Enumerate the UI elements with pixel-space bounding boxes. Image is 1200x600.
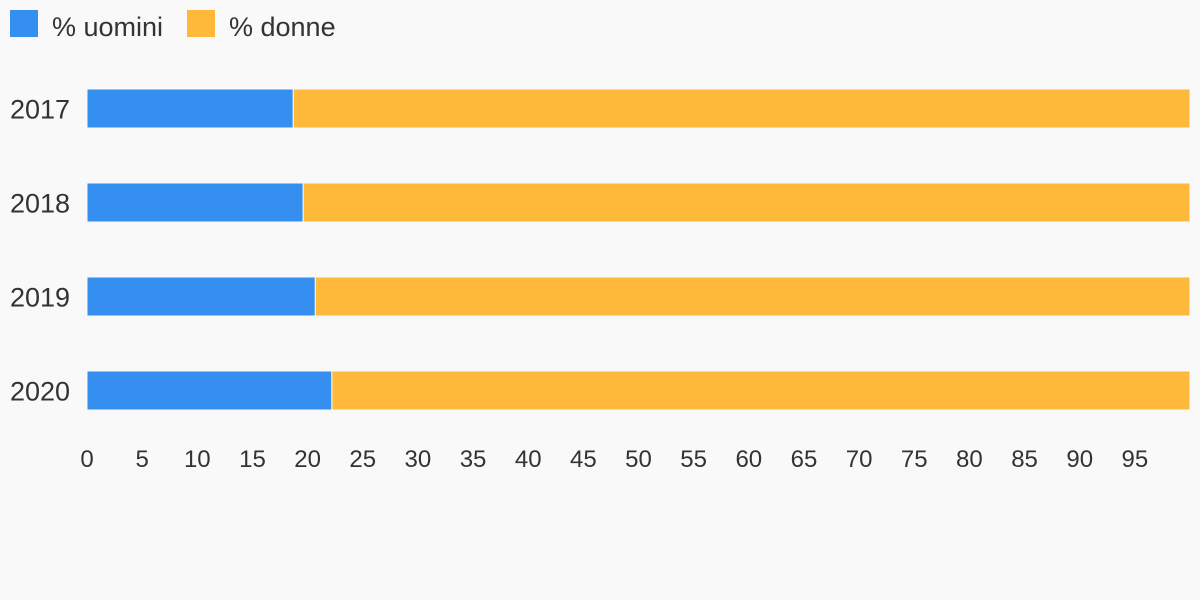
x-tick-label-60: 60 (735, 446, 762, 473)
bars (86, 88, 1191, 411)
x-tick-label-55: 55 (680, 446, 707, 473)
category-labels: 2017 2018 2019 2020 (10, 95, 70, 407)
x-tick-label-70: 70 (846, 446, 873, 473)
bar-uomini-2019 (86, 276, 316, 317)
x-tick-label-35: 35 (460, 446, 487, 473)
bar-donne-2018 (302, 182, 1191, 223)
legend-label-donne: % donne (229, 12, 336, 42)
x-tick-label-65: 65 (791, 446, 818, 473)
bar-donne-2017 (292, 88, 1191, 129)
x-tick-label-5: 5 (135, 446, 148, 473)
legend: % uomini % donne (10, 10, 336, 42)
bar-donne-2019 (314, 276, 1191, 317)
x-tick-label-50: 50 (625, 446, 652, 473)
category-label-2017: 2017 (10, 95, 70, 125)
bar-uomini-2017 (86, 88, 294, 129)
x-tick-label-10: 10 (184, 446, 211, 473)
x-tick-label-45: 45 (570, 446, 597, 473)
x-tick-label-90: 90 (1066, 446, 1093, 473)
x-axis: 0 5 10 15 20 25 30 35 40 45 50 55 60 65 70 75 80 85 90 95 (80, 446, 1148, 473)
x-tick-label-80: 80 (956, 446, 983, 473)
category-label-2019: 2019 (10, 283, 70, 313)
legend-swatch-uomini (10, 10, 38, 37)
category-label-2018: 2018 (10, 189, 70, 219)
x-tick-label-0: 0 (80, 446, 93, 473)
x-tick-label-75: 75 (901, 446, 928, 473)
legend-swatch-donne (187, 10, 215, 37)
x-tick-label-40: 40 (515, 446, 542, 473)
x-tick-label-85: 85 (1011, 446, 1038, 473)
x-tick-label-20: 20 (294, 446, 321, 473)
bar-uomini-2020 (86, 370, 333, 411)
category-label-2020: 2020 (10, 377, 70, 407)
x-tick-label-30: 30 (405, 446, 432, 473)
x-tick-label-15: 15 (239, 446, 266, 473)
bar-donne-2020 (331, 370, 1191, 411)
bar-uomini-2018 (86, 182, 304, 223)
x-tick-label-95: 95 (1121, 446, 1148, 473)
x-tick-label-25: 25 (349, 446, 376, 473)
legend-label-uomini: % uomini (52, 12, 163, 42)
